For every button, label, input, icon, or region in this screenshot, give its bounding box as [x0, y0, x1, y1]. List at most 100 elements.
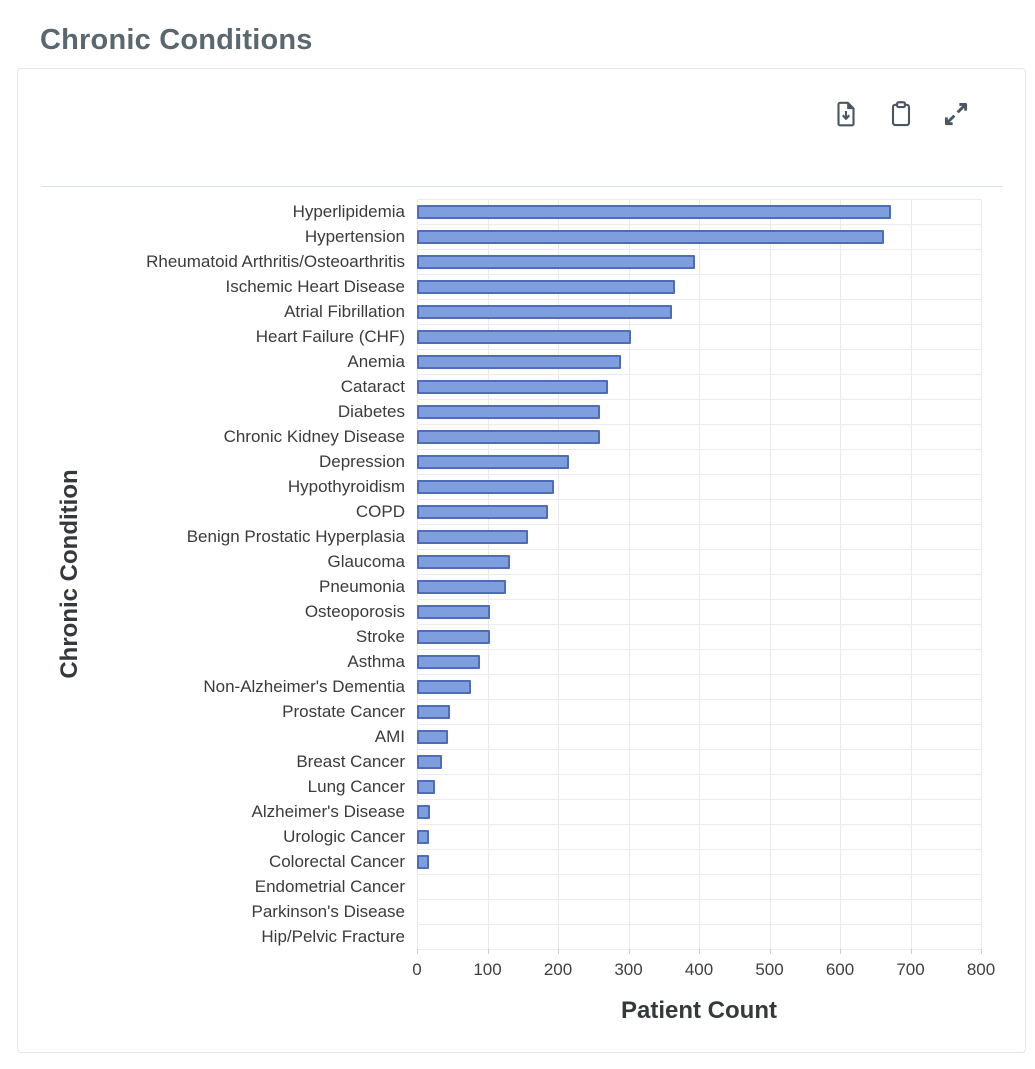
- bar[interactable]: [417, 229, 885, 244]
- bar-track: [417, 624, 981, 649]
- bar-track: [417, 874, 981, 899]
- bar-track: [417, 399, 981, 424]
- gridline-horizontal: [417, 924, 981, 925]
- y-tick-label: Cataract: [340, 377, 405, 396]
- gridline-horizontal: [417, 449, 981, 450]
- clipboard-icon: [891, 100, 911, 127]
- bar[interactable]: [417, 829, 429, 844]
- bar[interactable]: [417, 704, 451, 719]
- download-file-icon: [837, 101, 855, 127]
- y-tick-label: Alzheimer's Disease: [251, 802, 405, 821]
- y-tick-label: Osteoporosis: [304, 602, 405, 621]
- expand-button[interactable]: [941, 99, 971, 129]
- bar-track: [417, 749, 981, 774]
- bar[interactable]: [417, 604, 491, 619]
- x-tick-mark: [910, 949, 912, 954]
- x-tick-mark: [981, 949, 982, 954]
- bar[interactable]: [417, 854, 429, 869]
- chart-row: Urologic Cancer: [18, 824, 981, 849]
- bar[interactable]: [417, 304, 672, 319]
- bar[interactable]: [417, 254, 696, 269]
- chart-row: Endometrial Cancer: [18, 874, 981, 899]
- bar-track: [417, 499, 981, 524]
- bar[interactable]: [417, 729, 449, 744]
- bar-track: [417, 224, 981, 249]
- chart-row: Colorectal Cancer: [18, 849, 981, 874]
- bar-track: [417, 324, 981, 349]
- bar-track: [417, 849, 981, 874]
- bar[interactable]: [417, 504, 549, 519]
- bar[interactable]: [417, 454, 570, 469]
- bar[interactable]: [417, 679, 472, 694]
- chart-row: Hyperlipidemia: [18, 199, 981, 224]
- gridline-horizontal: [417, 699, 981, 700]
- gridline-vertical: [981, 199, 982, 949]
- bar[interactable]: [417, 579, 506, 594]
- y-tick-label: Hip/Pelvic Fracture: [261, 927, 405, 946]
- y-tick-label: AMI: [374, 727, 405, 746]
- chart-card: Hyperlipidemia Hypertension Rheumatoid Art…: [17, 68, 1026, 1053]
- chart-row: Rheumatoid Arthritis/Osteoarthritis: [18, 249, 981, 274]
- bar-track: [417, 649, 981, 674]
- bar-track: [417, 474, 981, 499]
- gridline-horizontal: [417, 324, 981, 325]
- y-tick-label: Chronic Kidney Disease: [223, 427, 405, 446]
- download-button[interactable]: [831, 99, 861, 129]
- bar[interactable]: [417, 329, 632, 344]
- gridline-horizontal: [417, 424, 981, 425]
- y-tick-label: Colorectal Cancer: [268, 852, 405, 871]
- chart-row: Hip/Pelvic Fracture: [18, 924, 981, 949]
- bar[interactable]: [417, 529, 529, 544]
- gridline-horizontal: [417, 549, 981, 550]
- bar[interactable]: [417, 629, 491, 644]
- bar[interactable]: [417, 354, 621, 369]
- chart-row: Depression: [18, 449, 981, 474]
- y-tick-label: Stroke: [355, 627, 405, 646]
- gridline-horizontal: [417, 599, 981, 600]
- gridline-horizontal: [417, 399, 981, 400]
- bar[interactable]: [417, 754, 443, 769]
- bar[interactable]: [417, 379, 609, 394]
- bar-track: [417, 274, 981, 299]
- x-tick-label: 400: [684, 960, 714, 979]
- x-axis-title: Patient Count: [621, 997, 777, 1024]
- bar[interactable]: [417, 804, 431, 819]
- x-tick-mark: [840, 949, 841, 954]
- bar-track: [417, 699, 981, 724]
- chart-row: Pneumonia: [18, 574, 981, 599]
- bar-track: [417, 199, 981, 224]
- bar-track: [417, 774, 981, 799]
- x-tick-label: 0: [412, 960, 422, 979]
- bar-track: [417, 924, 981, 949]
- bar[interactable]: [417, 654, 481, 669]
- y-tick-label: Rheumatoid Arthritis/Osteoarthritis: [146, 252, 405, 271]
- plot-gridlines: [417, 199, 982, 950]
- bar-track: [417, 724, 981, 749]
- gridline-horizontal: [417, 899, 981, 900]
- x-tick-label: 200: [543, 960, 573, 979]
- chart-rows: Hyperlipidemia Hypertension Rheumatoid Art…: [18, 199, 981, 949]
- expand-icon: [944, 102, 968, 126]
- chart-toolbar: [831, 99, 971, 129]
- gridline-horizontal: [417, 374, 981, 375]
- bar-track: [417, 349, 981, 374]
- y-tick-label: Urologic Cancer: [283, 827, 405, 846]
- gridline-horizontal: [417, 274, 981, 275]
- bar-track: [417, 899, 981, 924]
- gridline-horizontal: [417, 499, 981, 500]
- bar[interactable]: [417, 204, 891, 219]
- gridline-horizontal: [417, 774, 981, 775]
- bar[interactable]: [417, 404, 601, 419]
- bar[interactable]: [417, 554, 511, 569]
- x-tick-mark: [417, 949, 418, 954]
- bar[interactable]: [417, 429, 600, 444]
- bar[interactable]: [417, 779, 435, 794]
- copy-button[interactable]: [886, 99, 916, 129]
- x-tick-mark: [487, 949, 489, 954]
- y-tick-label: Benign Prostatic Hyperplasia: [186, 527, 405, 546]
- bar[interactable]: [417, 279, 676, 294]
- bar[interactable]: [417, 479, 554, 494]
- y-tick-label: Atrial Fibrillation: [284, 302, 405, 321]
- y-tick-label: Glaucoma: [327, 552, 405, 571]
- y-tick-label: Heart Failure (CHF): [255, 327, 405, 346]
